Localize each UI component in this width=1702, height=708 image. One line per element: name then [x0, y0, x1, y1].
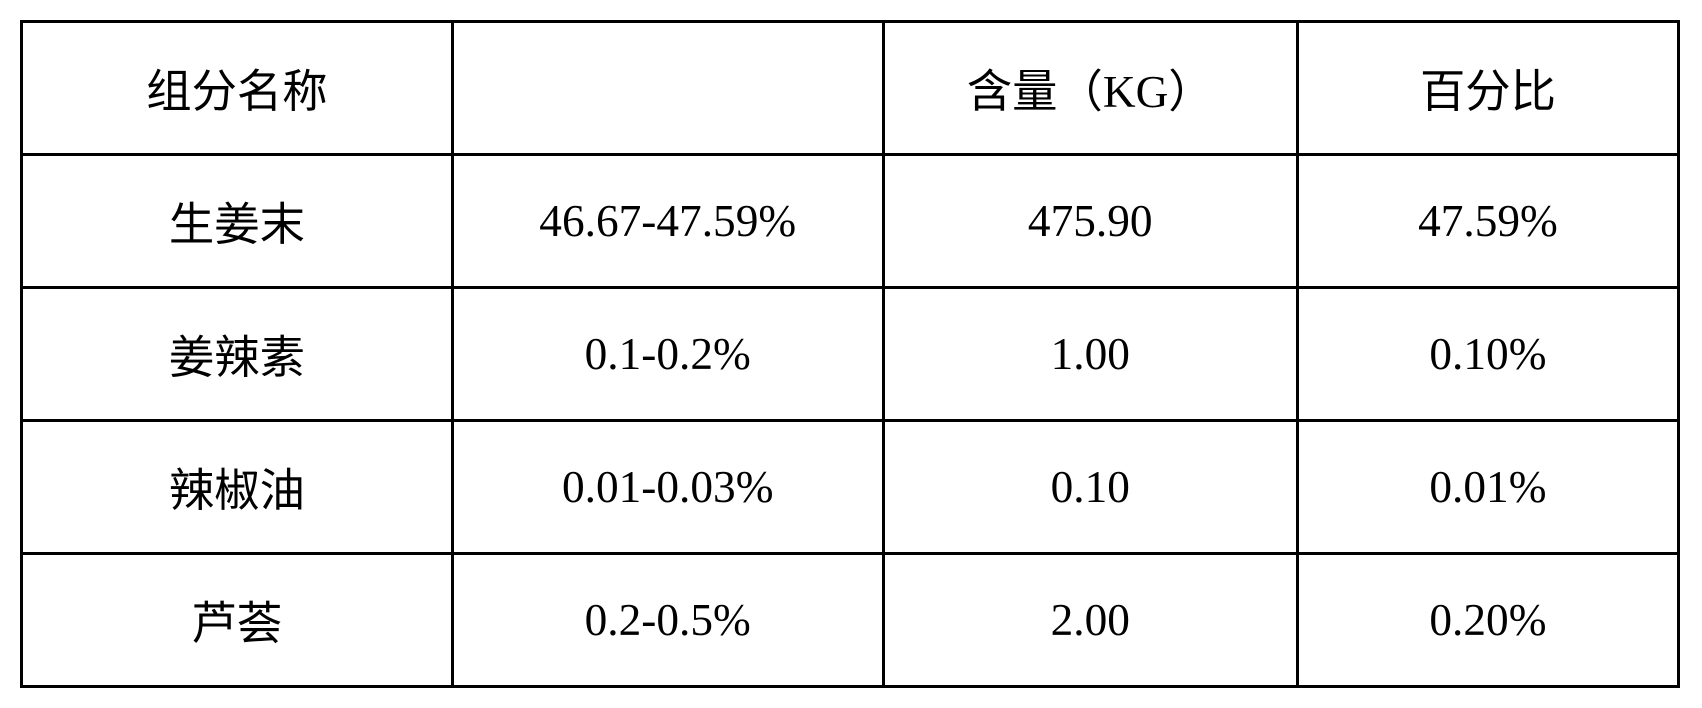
cell-amount: 2.00	[883, 554, 1297, 687]
col-header-percent: 百分比	[1297, 22, 1678, 155]
table-row: 芦荟 0.2-0.5% 2.00 0.20%	[22, 554, 1679, 687]
cell-name: 芦荟	[22, 554, 453, 687]
cell-name: 生姜末	[22, 155, 453, 288]
col-header-amount: 含量（KG）	[883, 22, 1297, 155]
cell-amount: 0.10	[883, 421, 1297, 554]
cell-name: 姜辣素	[22, 288, 453, 421]
cell-percent: 0.20%	[1297, 554, 1678, 687]
cell-percent: 0.01%	[1297, 421, 1678, 554]
table-row: 姜辣素 0.1-0.2% 1.00 0.10%	[22, 288, 1679, 421]
cell-range: 0.01-0.03%	[452, 421, 883, 554]
composition-table: 组分名称 含量（KG） 百分比 生姜末 46.67-47.59% 475.90 …	[20, 20, 1680, 688]
cell-amount: 1.00	[883, 288, 1297, 421]
cell-range: 46.67-47.59%	[452, 155, 883, 288]
table-header-row: 组分名称 含量（KG） 百分比	[22, 22, 1679, 155]
cell-percent: 0.10%	[1297, 288, 1678, 421]
cell-range: 0.2-0.5%	[452, 554, 883, 687]
col-header-range	[452, 22, 883, 155]
table-row: 辣椒油 0.01-0.03% 0.10 0.01%	[22, 421, 1679, 554]
col-header-name: 组分名称	[22, 22, 453, 155]
cell-amount: 475.90	[883, 155, 1297, 288]
cell-name: 辣椒油	[22, 421, 453, 554]
table-row: 生姜末 46.67-47.59% 475.90 47.59%	[22, 155, 1679, 288]
cell-range: 0.1-0.2%	[452, 288, 883, 421]
cell-percent: 47.59%	[1297, 155, 1678, 288]
